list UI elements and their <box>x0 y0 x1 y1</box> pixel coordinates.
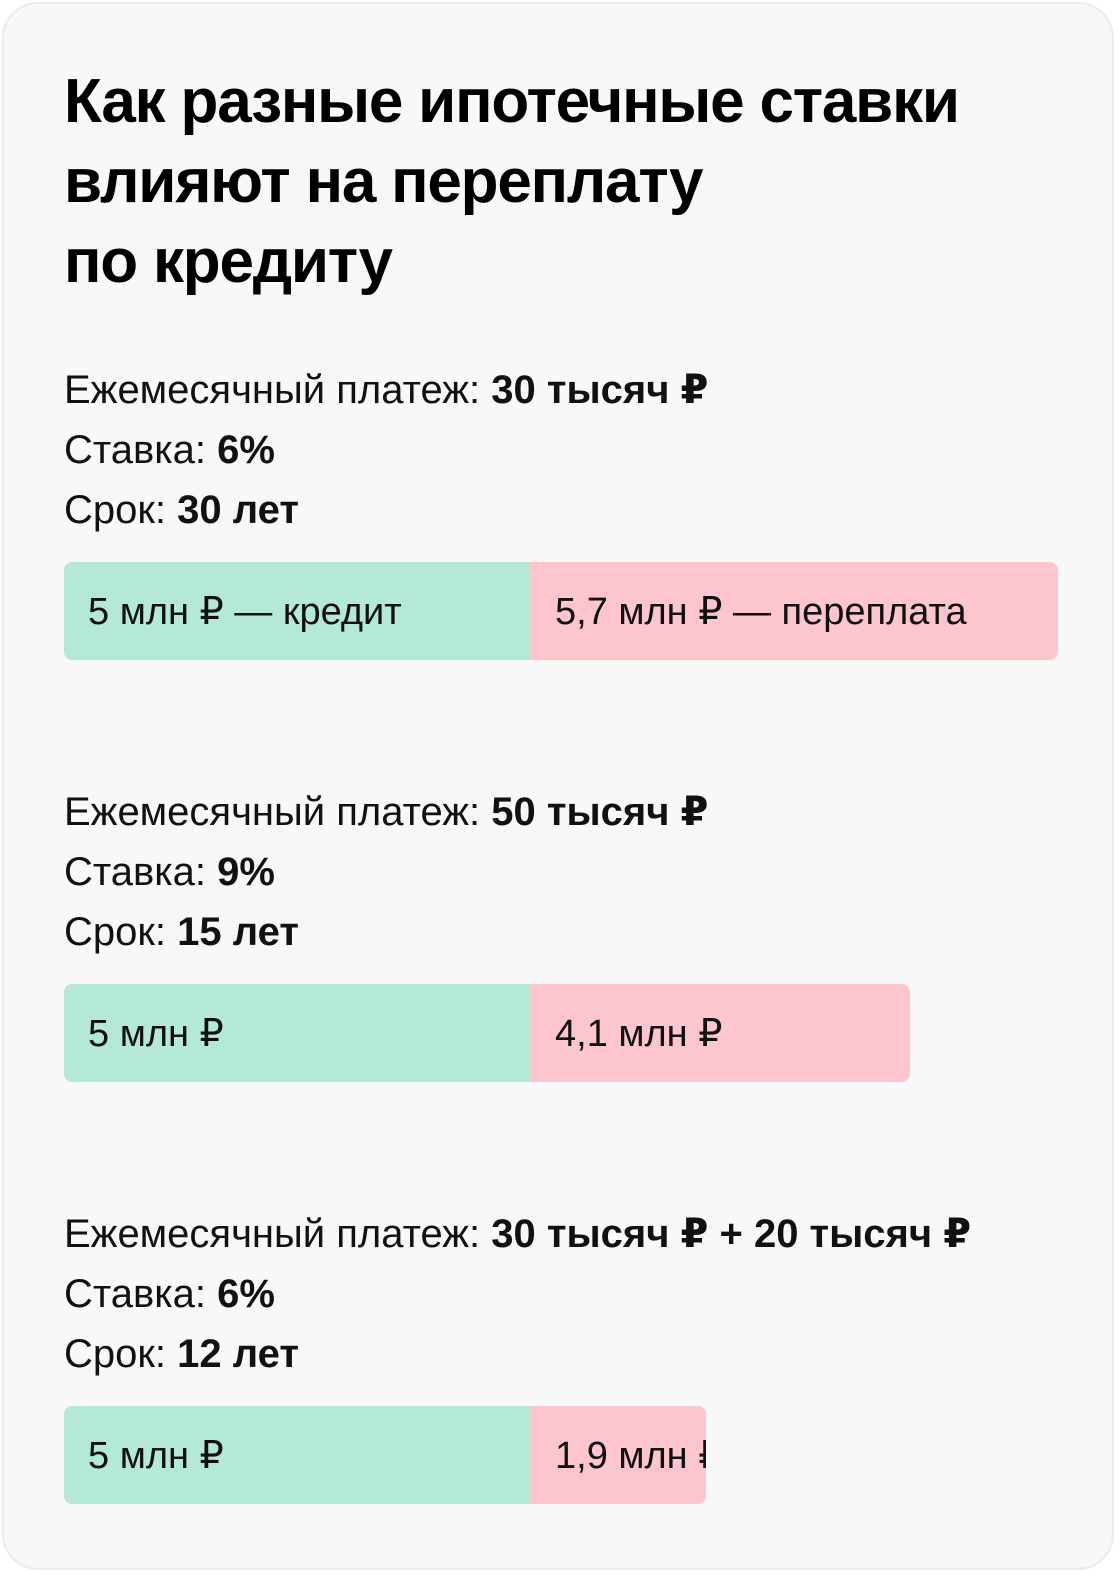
page-title: Как разные ипотечные ставки влияют на пе… <box>64 62 1064 302</box>
title-line-1: Как разные ипотечные ставки <box>64 67 960 136</box>
payment-label: Ежемесячный платеж: <box>64 790 492 834</box>
scenario-2: Ежемесячный платеж: 50 тысяч ₽ Ставка: 9… <box>64 782 1064 1082</box>
term-value: 30 лет <box>177 488 299 532</box>
payment-value: 30 тысяч ₽ <box>491 368 709 412</box>
stacked-bar-3: 5 млн ₽ 1,9 млн ₽ <box>64 1406 706 1504</box>
title-line-2: влияют на переплату <box>64 147 704 216</box>
overpayment-segment-3: 1,9 млн ₽ <box>529 1406 706 1504</box>
rate-line: Ставка: 9% <box>64 842 1064 902</box>
credit-segment-2: 5 млн ₽ <box>64 984 529 1082</box>
overpayment-segment-1: 5,7 млн ₽ — переплата <box>529 562 1058 660</box>
term-line: Срок: 30 лет <box>64 480 1064 540</box>
stacked-bar-1: 5 млн ₽ — кредит 5,7 млн ₽ — переплата <box>64 562 1058 660</box>
term-label: Срок: <box>64 1332 178 1376</box>
payment-value: 30 тысяч ₽ + 20 тысяч ₽ <box>491 1212 972 1256</box>
term-label: Срок: <box>64 488 178 532</box>
title-line-3: по кредиту <box>64 227 393 296</box>
stacked-bar-2: 5 млн ₽ 4,1 млн ₽ <box>64 984 911 1082</box>
scenario-3: Ежемесячный платеж: 30 тысяч ₽ + 20 тыся… <box>64 1204 1064 1504</box>
term-line: Срок: 12 лет <box>64 1324 1064 1384</box>
rate-value: 6% <box>217 1272 275 1316</box>
overpayment-segment-2: 4,1 млн ₽ <box>529 984 911 1082</box>
rate-value: 6% <box>217 428 275 472</box>
rate-label: Ставка: <box>64 1272 218 1316</box>
term-label: Срок: <box>64 910 178 954</box>
rate-label: Ставка: <box>64 850 218 894</box>
payment-value: 50 тысяч ₽ <box>491 790 709 834</box>
rate-line: Ставка: 6% <box>64 420 1064 480</box>
rate-line: Ставка: 6% <box>64 1264 1064 1324</box>
payment-label: Ежемесячный платеж: <box>64 1212 492 1256</box>
payment-line: Ежемесячный платеж: 30 тысяч ₽ + 20 тыся… <box>64 1204 1064 1264</box>
rate-label: Ставка: <box>64 428 218 472</box>
payment-line: Ежемесячный платеж: 50 тысяч ₽ <box>64 782 1064 842</box>
term-value: 15 лет <box>177 910 299 954</box>
credit-segment-1: 5 млн ₽ — кредит <box>64 562 529 660</box>
term-value: 12 лет <box>177 1332 299 1376</box>
payment-line: Ежемесячный платеж: 30 тысяч ₽ <box>64 360 1064 420</box>
rate-value: 9% <box>217 850 275 894</box>
term-line: Срок: 15 лет <box>64 902 1064 962</box>
scenario-1: Ежемесячный платеж: 30 тысяч ₽ Ставка: 6… <box>64 360 1064 660</box>
credit-segment-3: 5 млн ₽ <box>64 1406 529 1504</box>
payment-label: Ежемесячный платеж: <box>64 368 492 412</box>
